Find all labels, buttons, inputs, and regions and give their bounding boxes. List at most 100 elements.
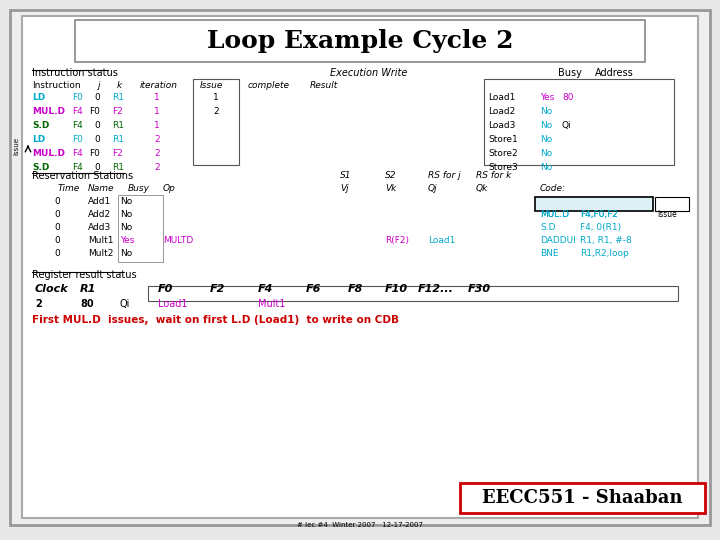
Text: F30: F30 [468, 284, 491, 294]
Text: Yes: Yes [540, 93, 554, 102]
Text: S2: S2 [385, 171, 397, 180]
Text: F2: F2 [112, 107, 122, 116]
Text: k: k [117, 81, 122, 90]
Text: R1: R1 [112, 121, 124, 130]
Text: 0: 0 [94, 121, 100, 130]
Text: R(F2): R(F2) [385, 236, 409, 245]
Text: L.D: L.D [540, 197, 554, 206]
Text: Issue: Issue [13, 137, 19, 155]
Text: Busy: Busy [128, 184, 150, 193]
Text: DADDUI: DADDUI [540, 236, 576, 245]
Text: F4: F4 [72, 163, 83, 172]
Text: 0: 0 [54, 210, 60, 219]
Text: F4,F0,F2: F4,F0,F2 [580, 210, 618, 219]
Text: 0: 0 [94, 135, 100, 144]
Text: Clock: Clock [35, 284, 68, 294]
Text: Code:: Code: [540, 184, 566, 193]
Text: Vj: Vj [340, 184, 348, 193]
Bar [535, 197, 653, 211]
Text: Instruction status: Instruction status [32, 68, 118, 78]
Text: S.D: S.D [540, 223, 556, 232]
Text: 2: 2 [154, 135, 160, 144]
Text: Name: Name [88, 184, 114, 193]
Text: F4: F4 [72, 107, 83, 116]
Text: No: No [120, 249, 132, 258]
Text: F4, 0(R1): F4, 0(R1) [580, 223, 621, 232]
Text: F0: F0 [89, 149, 100, 158]
Text: iteration: iteration [140, 81, 178, 90]
Text: Store3: Store3 [488, 163, 518, 172]
Text: 2: 2 [35, 299, 42, 309]
Text: Store1: Store1 [488, 135, 518, 144]
Text: F4: F4 [72, 121, 83, 130]
Text: 80: 80 [562, 93, 574, 102]
Text: F4: F4 [258, 284, 274, 294]
Text: 2: 2 [154, 163, 160, 172]
Text: Result: Result [310, 81, 338, 90]
Text: Issue: Issue [200, 81, 223, 90]
Text: Yes: Yes [120, 236, 135, 245]
Bar [655, 197, 689, 211]
Text: Load3: Load3 [488, 121, 516, 130]
Text: MUL.D: MUL.D [540, 210, 569, 219]
Text: F6: F6 [306, 284, 321, 294]
Text: Mult1: Mult1 [258, 299, 286, 309]
Text: S1: S1 [340, 171, 351, 180]
Text: F0: F0 [72, 135, 83, 144]
Text: F8: F8 [348, 284, 364, 294]
Text: 2: 2 [154, 149, 160, 158]
Text: EECC551 - Shaaban: EECC551 - Shaaban [482, 489, 683, 507]
Text: RS for k: RS for k [476, 171, 511, 180]
Text: Register result status: Register result status [32, 270, 137, 280]
Text: BNE: BNE [540, 249, 559, 258]
Text: No: No [540, 163, 552, 172]
Bar [484, 79, 674, 165]
Text: 0: 0 [54, 197, 60, 206]
Text: Add2: Add2 [88, 210, 111, 219]
Text: Instruction: Instruction [32, 81, 81, 90]
Text: F0: F0 [72, 93, 83, 102]
Text: Execution Write: Execution Write [330, 68, 408, 78]
Text: 2: 2 [213, 107, 219, 116]
Text: Load2: Load2 [488, 107, 516, 116]
Bar [460, 483, 705, 513]
Text: 0: 0 [54, 223, 60, 232]
Text: Qi: Qi [562, 121, 572, 130]
Text: 0: 0 [94, 163, 100, 172]
Text: Reservation Stations: Reservation Stations [32, 171, 133, 181]
Text: Issue: Issue [657, 210, 677, 219]
Text: Load1: Load1 [428, 236, 455, 245]
Text: No: No [540, 135, 552, 144]
Text: MUL.D: MUL.D [32, 107, 65, 116]
Text: Add3: Add3 [88, 223, 112, 232]
Text: First MUL.D  issues,  wait on first L.D (Load1)  to write on CDB: First MUL.D issues, wait on first L.D (L… [32, 315, 399, 325]
Text: F10: F10 [385, 284, 408, 294]
Text: RS for j: RS for j [428, 171, 461, 180]
Text: Loop Example Cycle 2: Loop Example Cycle 2 [207, 29, 513, 53]
Text: 1: 1 [213, 93, 219, 102]
Text: R1,R2,loop: R1,R2,loop [580, 249, 629, 258]
Text: Address: Address [595, 68, 634, 78]
Text: Store2: Store2 [488, 149, 518, 158]
Bar [193, 79, 239, 165]
Bar [75, 20, 645, 62]
Text: No: No [540, 107, 552, 116]
Text: No: No [120, 197, 132, 206]
Text: # lec #4  Winter 2007   12-17-2007: # lec #4 Winter 2007 12-17-2007 [297, 522, 423, 528]
Text: complete: complete [248, 81, 290, 90]
Text: R1: R1 [80, 284, 96, 294]
Text: MULTD: MULTD [163, 236, 193, 245]
Text: Op: Op [163, 184, 176, 193]
Text: Qk: Qk [476, 184, 488, 193]
Text: No: No [540, 149, 552, 158]
Text: LD: LD [32, 93, 45, 102]
Text: R1: R1 [112, 135, 124, 144]
Text: Qj: Qj [428, 184, 438, 193]
Text: F2: F2 [210, 284, 225, 294]
Text: MUL.D: MUL.D [32, 149, 65, 158]
Bar [148, 286, 678, 301]
Text: Mult1: Mult1 [88, 236, 114, 245]
Text: 1: 1 [154, 93, 160, 102]
Text: S.D: S.D [32, 163, 50, 172]
Text: MUL.D: MUL.D [540, 210, 569, 219]
